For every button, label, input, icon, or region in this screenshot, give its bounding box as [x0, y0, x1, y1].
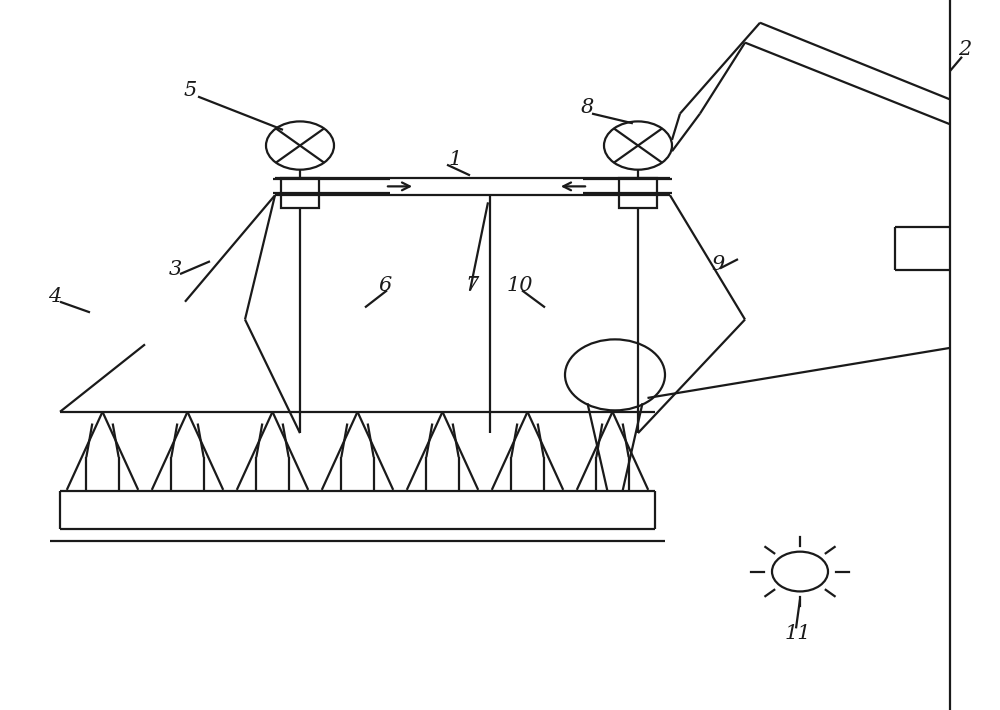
Text: 9: 9: [711, 255, 725, 273]
Text: 7: 7: [465, 276, 479, 295]
Text: 3: 3: [168, 261, 182, 279]
Text: 10: 10: [507, 276, 533, 295]
Text: 8: 8: [580, 99, 594, 117]
Text: 5: 5: [183, 82, 197, 100]
Text: 2: 2: [958, 40, 972, 59]
Bar: [281, 178, 319, 208]
Text: 11: 11: [785, 624, 811, 643]
Text: 1: 1: [448, 151, 462, 169]
Bar: [619, 178, 657, 208]
Text: 4: 4: [48, 288, 62, 306]
Text: 6: 6: [378, 276, 392, 295]
